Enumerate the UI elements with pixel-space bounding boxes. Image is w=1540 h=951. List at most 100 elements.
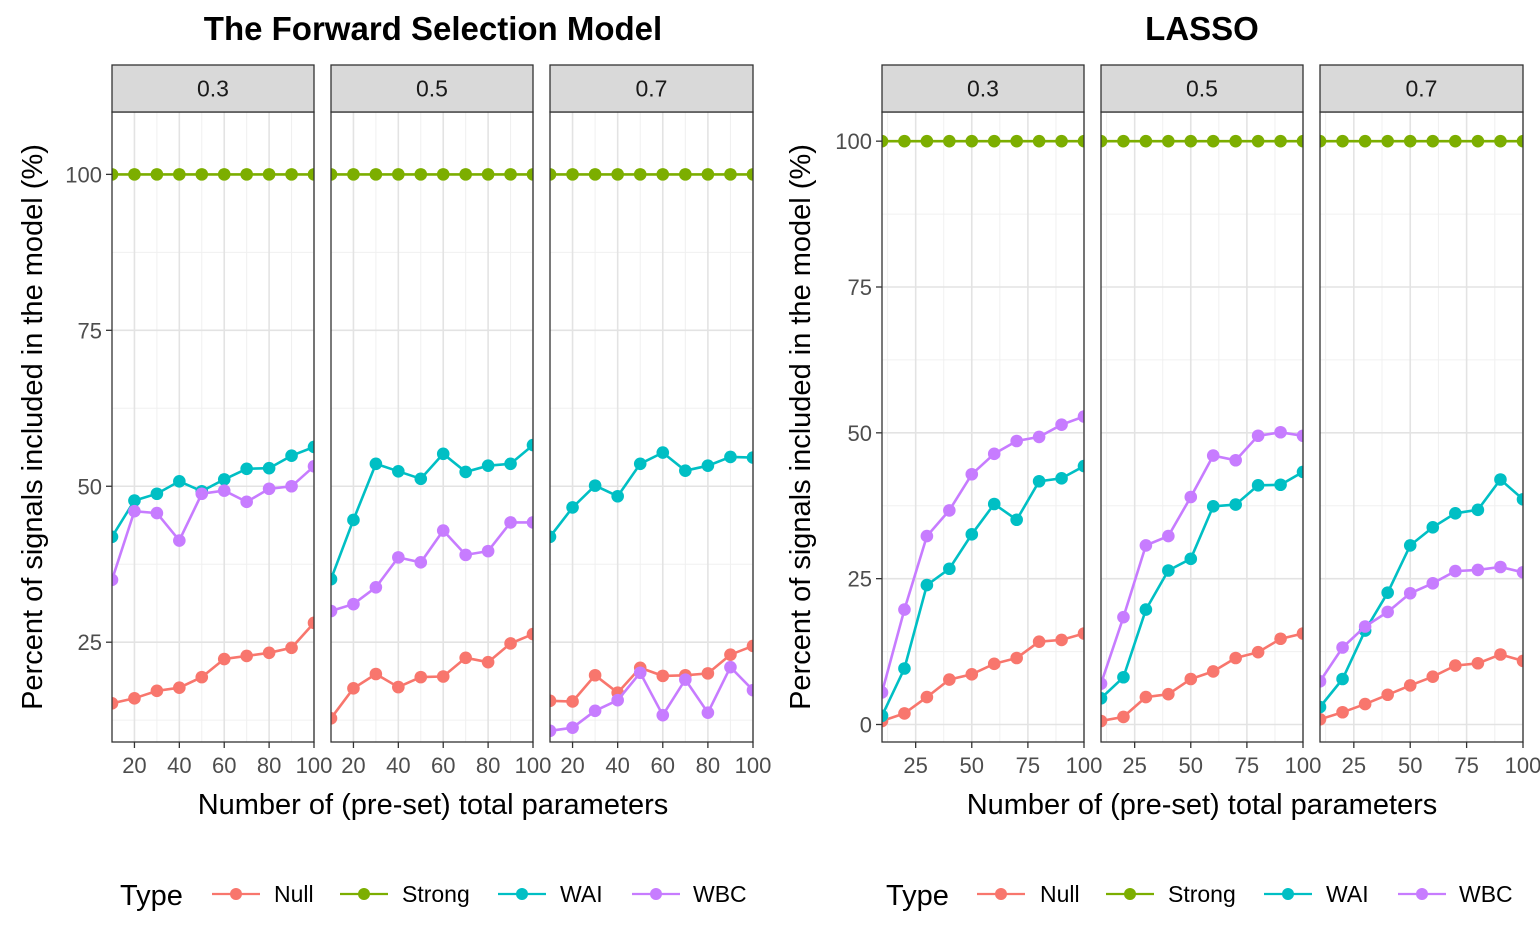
data-point-wbc (459, 548, 472, 562)
facet-panel: 0.3 25 50 75 100 0 25 50 75 100 (835, 64, 1102, 778)
chart-title-lasso: LASSO (1145, 10, 1259, 47)
data-point-null (920, 690, 934, 704)
data-point-null (1296, 627, 1303, 640)
data-point-wbc (369, 581, 383, 594)
data-point-null (1471, 656, 1485, 670)
data-point-strong (633, 168, 647, 181)
data-point-null (1449, 659, 1462, 672)
data-point-wbc (1516, 565, 1523, 579)
data-point-null (1229, 651, 1242, 665)
data-point-wbc (1077, 410, 1084, 423)
x-tick-label: 40 (605, 753, 629, 778)
data-point-wai (656, 446, 670, 459)
legend-key-point (516, 888, 528, 900)
data-point-wbc (633, 666, 647, 680)
series-line-wai (550, 451, 753, 538)
data-point-null (1426, 670, 1440, 683)
series-group (112, 168, 314, 710)
data-point-strong (307, 168, 314, 181)
data-point-strong (1229, 134, 1242, 148)
legend-label-wbc: WBC (693, 881, 747, 907)
data-point-wbc (1055, 418, 1068, 431)
x-tick-label: 75 (1235, 753, 1259, 778)
facet-strip (881, 64, 1085, 113)
data-point-wbc (1101, 677, 1108, 690)
data-point-null (1162, 687, 1175, 701)
x-tick-label: 75 (1016, 753, 1040, 778)
data-point-wai (611, 489, 624, 503)
data-point-null (943, 673, 956, 686)
data-point-null (347, 682, 360, 695)
x-tick-label: 25 (1342, 753, 1366, 778)
data-point-null (217, 652, 231, 666)
data-point-wbc (1320, 675, 1327, 688)
y-tick-label: 100 (65, 162, 102, 187)
x-tick-label: 100 (515, 753, 552, 778)
data-point-wbc (240, 495, 253, 509)
data-point-wai (369, 457, 383, 471)
x-tick-label: 20 (560, 753, 584, 778)
data-point-strong (701, 168, 715, 181)
data-point-wbc (526, 516, 533, 529)
data-point-wai (240, 462, 253, 476)
x-tick-label: 100 (1285, 753, 1322, 778)
data-point-wai (504, 457, 517, 471)
data-point-wbc (1336, 641, 1349, 654)
data-point-wbc (611, 693, 624, 707)
data-point-null (459, 651, 472, 665)
legend-key-point (358, 888, 370, 900)
x-tick-label: 25 (903, 753, 927, 778)
data-point-strong (240, 168, 253, 181)
facet-panel: 0.5 25 50 75 100 (1100, 64, 1322, 778)
data-point-wai (679, 464, 692, 477)
x-tick-label: 75 (1454, 753, 1478, 778)
data-point-strong (173, 168, 186, 181)
series-group (550, 168, 753, 738)
facet-strip-label: 0.7 (1406, 76, 1438, 102)
panel-background (550, 112, 753, 742)
x-tick-label: 50 (960, 753, 984, 778)
data-point-strong (1449, 134, 1462, 148)
data-point-wbc (1494, 560, 1507, 574)
data-point-wai (1032, 474, 1046, 488)
data-point-wai (1516, 493, 1523, 506)
data-point-wai (987, 497, 1001, 511)
data-point-strong (965, 134, 979, 148)
series-line-wbc (1101, 430, 1303, 685)
data-point-strong (1358, 134, 1372, 148)
facet-panel: 0.7 20 40 60 80 100 (549, 64, 771, 778)
data-point-wbc (920, 529, 934, 543)
data-point-strong (550, 168, 557, 181)
legend-forward: Type Null Strong WAI WBC (120, 880, 747, 912)
data-point-wai (481, 459, 495, 472)
data-point-wai (1251, 479, 1265, 492)
series-line-wai (1320, 477, 1523, 708)
panel-background (882, 112, 1084, 742)
data-point-wbc (724, 660, 737, 674)
data-point-null (285, 641, 298, 655)
facet-panel: 0.7 25 50 75 100 (1319, 64, 1540, 778)
panel-background (1101, 112, 1303, 742)
data-point-wai (1162, 564, 1175, 577)
data-point-wbc (195, 487, 209, 501)
data-point-wbc (285, 479, 298, 493)
data-point-wbc (217, 484, 231, 497)
series-group (882, 134, 1084, 728)
data-point-strong (920, 134, 934, 148)
data-point-strong (1320, 134, 1327, 148)
series-line-wai (882, 464, 1084, 717)
data-point-wai (588, 479, 602, 492)
data-point-wai (526, 438, 533, 452)
data-point-null (195, 670, 209, 684)
data-point-strong (1055, 134, 1068, 148)
x-tick-label: 80 (476, 753, 500, 778)
data-point-wai (1320, 700, 1327, 714)
legend-title: Type (120, 880, 183, 912)
data-point-wbc (347, 597, 360, 611)
facet-strip (1319, 64, 1524, 113)
data-point-wbc (1184, 490, 1198, 504)
x-tick-label: 40 (167, 753, 191, 778)
series-line-wbc (1320, 565, 1523, 683)
y-tick-label: 50 (848, 421, 872, 446)
legend-entry-wai: WAI (498, 881, 603, 907)
